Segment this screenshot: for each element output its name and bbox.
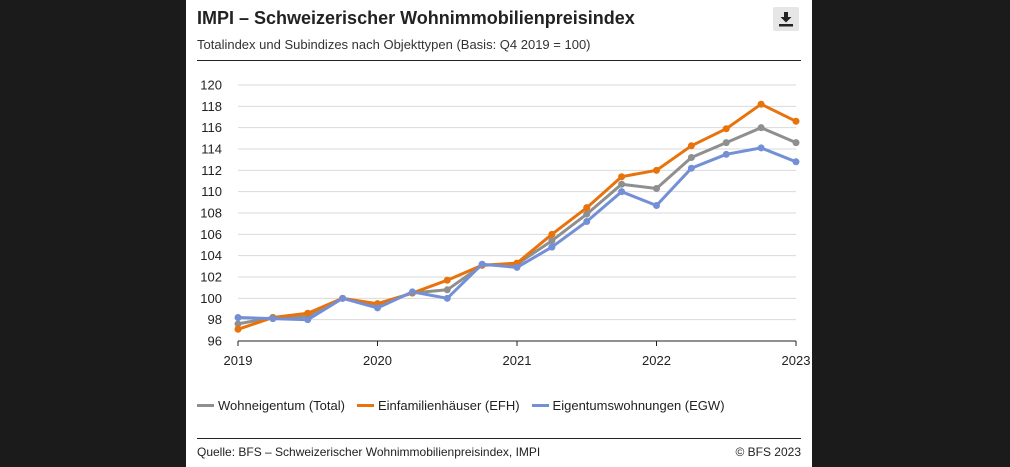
data-point [757, 124, 765, 132]
y-tick-label: 118 [201, 99, 222, 114]
data-point [583, 218, 591, 226]
data-point [653, 184, 660, 192]
chart-title: IMPI – Schweizerischer Wohnimmobilienpre… [197, 8, 635, 28]
series-line [237, 126, 797, 326]
legend-item: Einfamilienhäuser (EFH) [356, 397, 520, 413]
header-divider [197, 60, 801, 61]
y-tick-label: 114 [201, 142, 222, 157]
legend-item: Wohneigentum (Total) [197, 398, 345, 413]
legend-swatch [356, 403, 374, 407]
data-point [757, 100, 765, 108]
data-point [269, 315, 277, 323]
data-point [548, 243, 556, 251]
legend-swatch [197, 403, 214, 407]
legend-item: Eigentumswohnungen (EGW) [531, 397, 725, 413]
data-point [374, 304, 381, 312]
data-point [618, 173, 626, 181]
y-tick-label: 120 [200, 78, 222, 93]
y-tick-label: 96 [208, 334, 222, 349]
footer-divider [197, 438, 801, 439]
series-line [237, 146, 797, 322]
data-point [687, 154, 695, 162]
x-tick-label: 2022 [642, 353, 671, 368]
data-point [792, 117, 800, 125]
y-tick-label: 104 [200, 248, 222, 263]
data-point [339, 294, 347, 302]
data-point [583, 204, 591, 212]
y-tick-label: 108 [200, 206, 222, 221]
chart-legend: Wohneigentum (Total) Einfamilienhäuser (E… [197, 396, 737, 414]
data-point [653, 202, 660, 210]
legend-swatch [531, 403, 549, 407]
legend-label: Wohneigentum (Total) [218, 397, 345, 413]
y-tick-label: 98 [208, 312, 222, 327]
data-point [548, 237, 556, 245]
data-point [304, 309, 312, 317]
y-tick-label: 110 [201, 184, 222, 199]
data-point [618, 180, 626, 188]
data-point [443, 294, 451, 302]
data-point [234, 320, 242, 328]
legend-label: Eigentumswohnungen (EGW) [552, 397, 725, 413]
y-tick-label: 100 [200, 291, 222, 306]
series-line [237, 102, 797, 331]
data-point [478, 260, 486, 268]
data-point [443, 286, 451, 294]
y-tick-label: 102 [200, 270, 222, 285]
line-chart: 96 98 100 102 104 106 108 110 112 114 116 118 120 201… [200, 78, 811, 369]
data-point [583, 210, 591, 218]
data-point [792, 139, 800, 147]
source-note: Quelle: BFS – Schweizerischer Wohnimmobi… [197, 445, 541, 459]
data-point [687, 164, 695, 172]
data-point [722, 125, 730, 133]
data-point [548, 230, 556, 238]
data-point [757, 144, 765, 152]
data-point [618, 188, 626, 196]
data-point [304, 316, 312, 324]
x-tick-label: 2019 [224, 353, 253, 368]
data-point [513, 263, 521, 271]
data-point [408, 288, 416, 296]
chart-card: IMPI – Schweizerischer Wohnimmobilienpre… [186, 0, 812, 467]
y-tick-label: 106 [200, 227, 222, 242]
x-tick-label: 2023 [782, 353, 811, 368]
data-point [234, 314, 242, 322]
download-icon [779, 12, 793, 27]
data-point [234, 325, 242, 333]
copyright-note: © BFS 2023 [735, 445, 801, 459]
y-tick-label: 112 [201, 163, 222, 178]
data-point [653, 166, 660, 174]
legend-label: Einfamilienhäuser (EFH) [377, 397, 520, 413]
x-tick-label: 2020 [363, 353, 392, 368]
data-point [792, 158, 800, 166]
data-point [722, 139, 730, 147]
data-point [722, 150, 730, 158]
x-tick-label: 2021 [503, 353, 532, 368]
data-point [443, 276, 451, 284]
download-button[interactable] [773, 7, 799, 31]
y-tick-label: 116 [201, 120, 222, 135]
chart-subtitle: Totalindex und Subindizes nach Objekttyp… [197, 37, 591, 52]
data-point [687, 142, 695, 150]
